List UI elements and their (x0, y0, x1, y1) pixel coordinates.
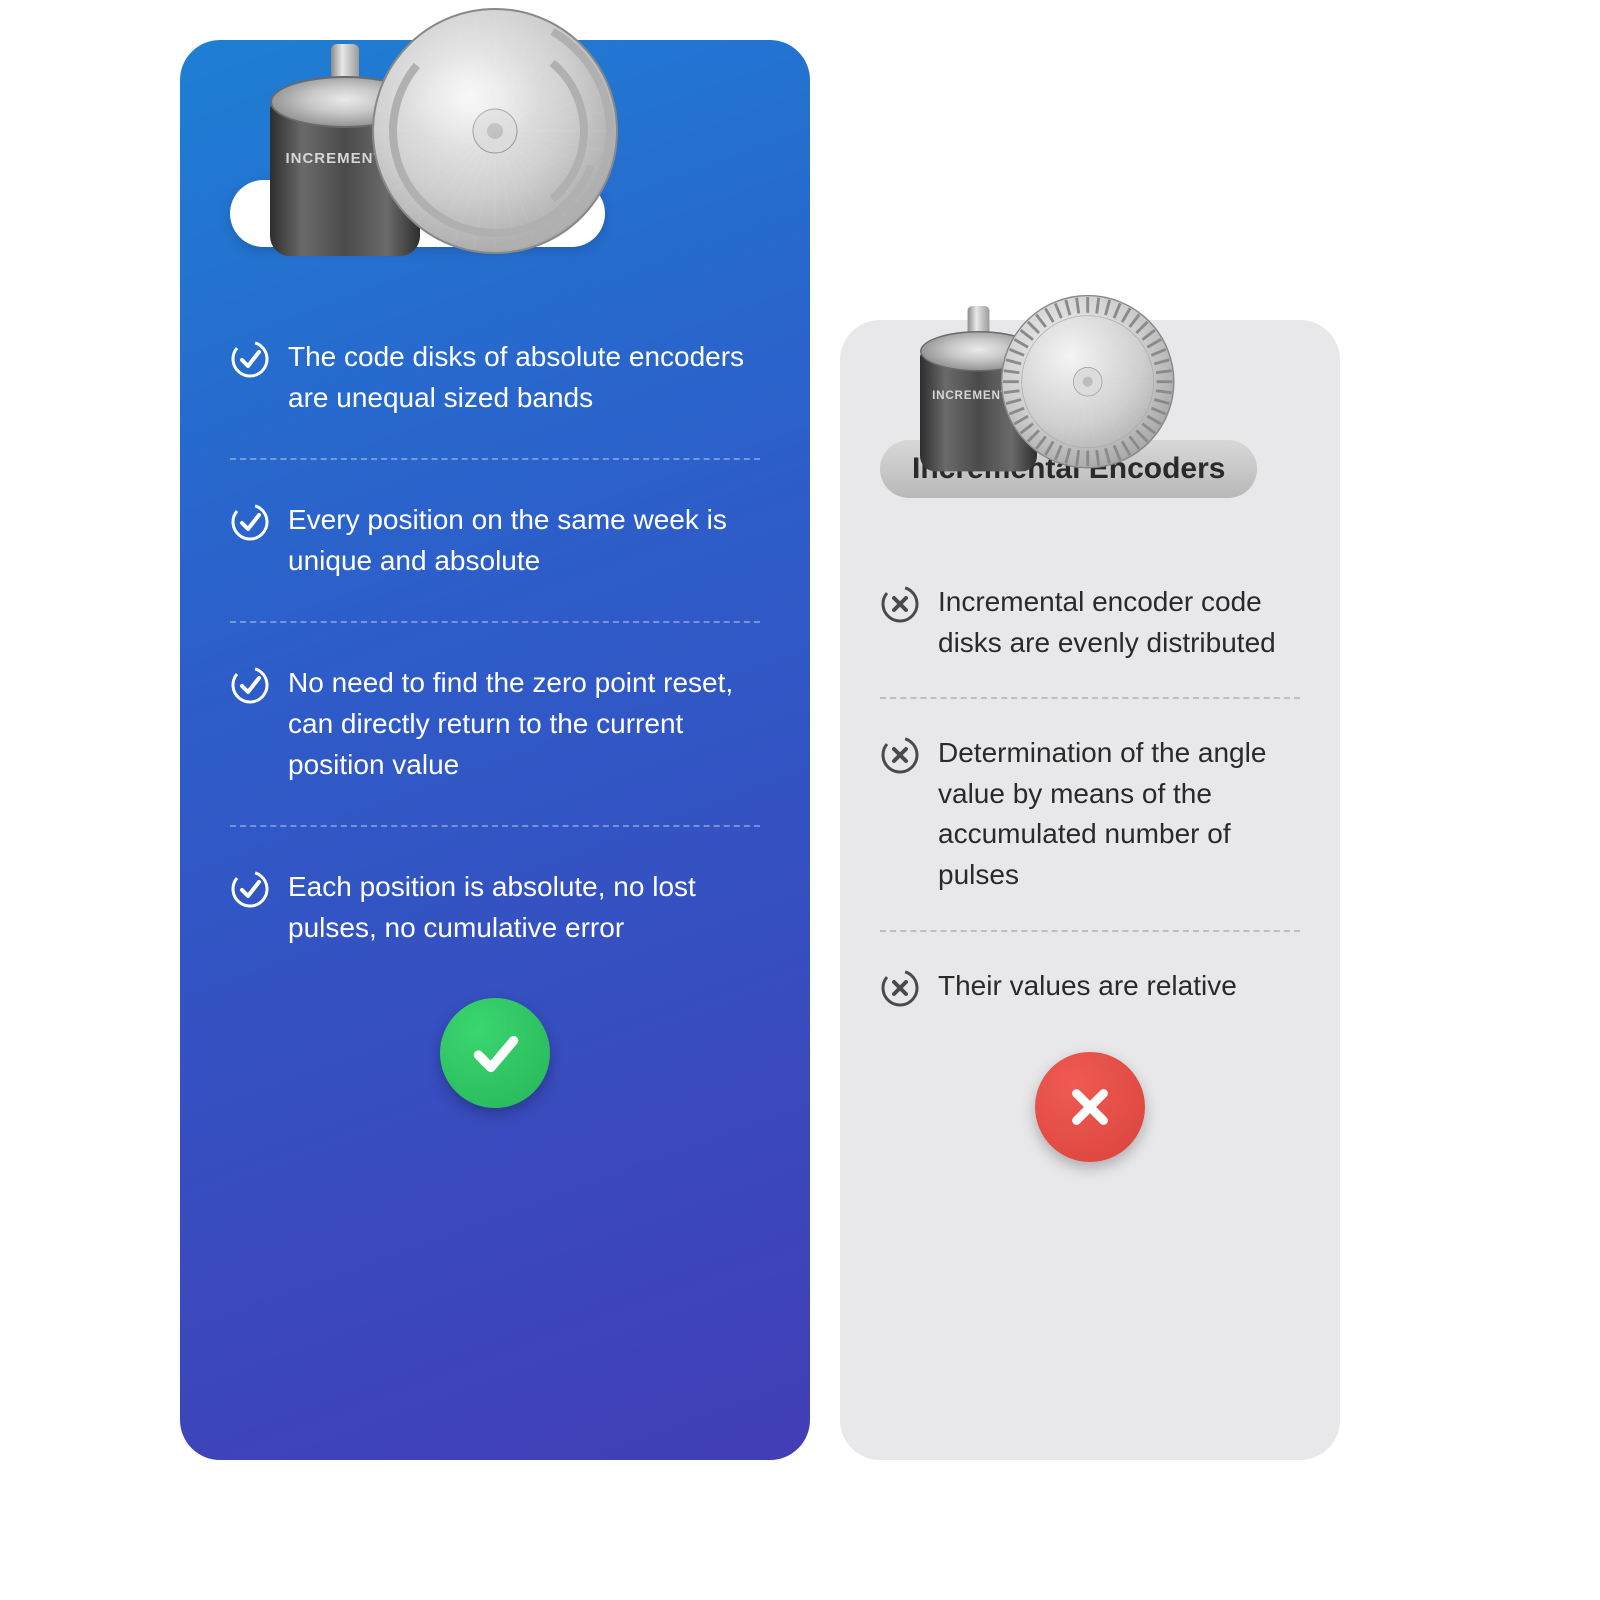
comparison-container: INCREMENTAL Absolute Encoder The code di… (180, 40, 1420, 1460)
feature-item: The code disks of absolute encoders are … (230, 297, 760, 460)
feature-text: Each position is absolute, no lost pulse… (288, 867, 760, 948)
feature-list-absolute: The code disks of absolute encoders are … (230, 297, 760, 988)
feature-item: Determination of the angle value by mean… (880, 699, 1300, 931)
check-icon (464, 1022, 526, 1084)
result-badge-positive (440, 998, 550, 1108)
x-circle-icon (880, 584, 920, 624)
encoder-disc-absolute (370, 6, 620, 256)
feature-item: No need to find the zero point reset, ca… (230, 623, 760, 827)
feature-text: No need to find the zero point reset, ca… (288, 663, 760, 785)
card-absolute: INCREMENTAL Absolute Encoder The code di… (180, 40, 810, 1460)
feature-text: Determination of the angle value by mean… (938, 733, 1300, 895)
feature-text: Every position on the same week is uniqu… (288, 500, 760, 581)
feature-text: The code disks of absolute encoders are … (288, 337, 760, 418)
cross-icon (1061, 1078, 1119, 1136)
feature-item: Each position is absolute, no lost pulse… (230, 827, 760, 988)
card-incremental: INCREMENTAL Incremental Encoders Increme… (840, 320, 1340, 1460)
encoder-disc-incremental (998, 292, 1177, 471)
check-circle-icon (230, 869, 270, 909)
result-badge-negative (1035, 1052, 1145, 1162)
feature-item: Every position on the same week is uniqu… (230, 460, 760, 623)
check-circle-icon (230, 339, 270, 379)
feature-item: Incremental encoder code disks are evenl… (880, 548, 1300, 699)
feature-text: Their values are relative (938, 966, 1237, 1007)
encoder-graphic-incremental: INCREMENTAL (920, 292, 1177, 471)
feature-list-incremental: Incremental encoder code disks are evenl… (880, 548, 1300, 1042)
feature-item: Their values are relative (880, 932, 1300, 1042)
check-circle-icon (230, 502, 270, 542)
x-circle-icon (880, 968, 920, 1008)
check-circle-icon (230, 665, 270, 705)
x-circle-icon (880, 735, 920, 775)
feature-text: Incremental encoder code disks are evenl… (938, 582, 1300, 663)
encoder-graphic-absolute: INCREMENTAL (270, 6, 620, 256)
